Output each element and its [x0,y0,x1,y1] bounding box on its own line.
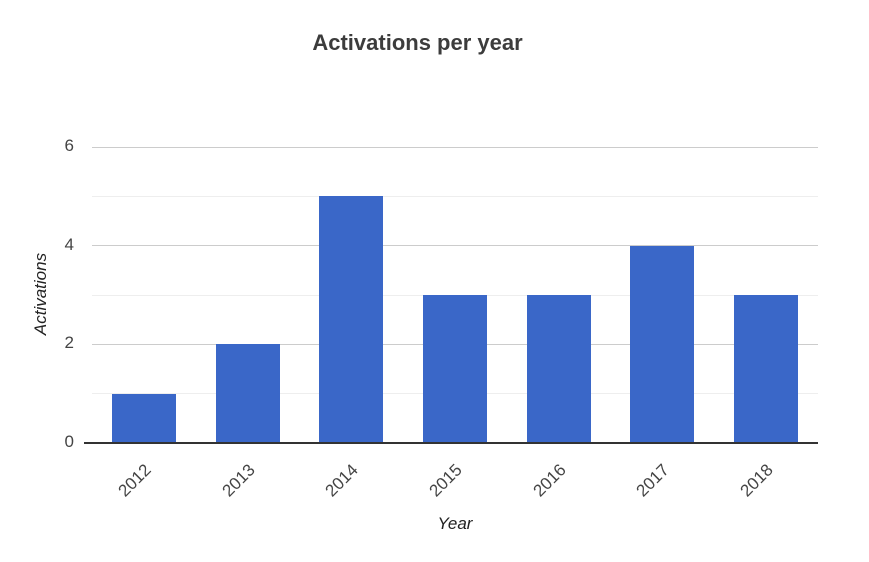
y-tick-label: 2 [64,333,74,353]
chart-title: Activations per year [312,30,523,55]
y-tick-label: 0 [64,432,74,451]
bar-2016[interactable] [526,295,591,443]
major-gridline [92,245,818,247]
bar-2012[interactable] [111,393,176,443]
y-tick-label: 4 [64,234,74,254]
bar-2018[interactable] [734,295,799,443]
x-axis-line [84,442,818,444]
x-axis-title: Year [437,514,473,533]
minor-gridline [92,195,818,197]
bar-2017[interactable] [630,245,695,443]
major-gridline [92,146,818,148]
y-tick-label: 6 [64,136,74,155]
bar-2013[interactable] [215,344,280,443]
bar-2015[interactable] [423,295,487,443]
bar-2014[interactable] [319,196,384,443]
